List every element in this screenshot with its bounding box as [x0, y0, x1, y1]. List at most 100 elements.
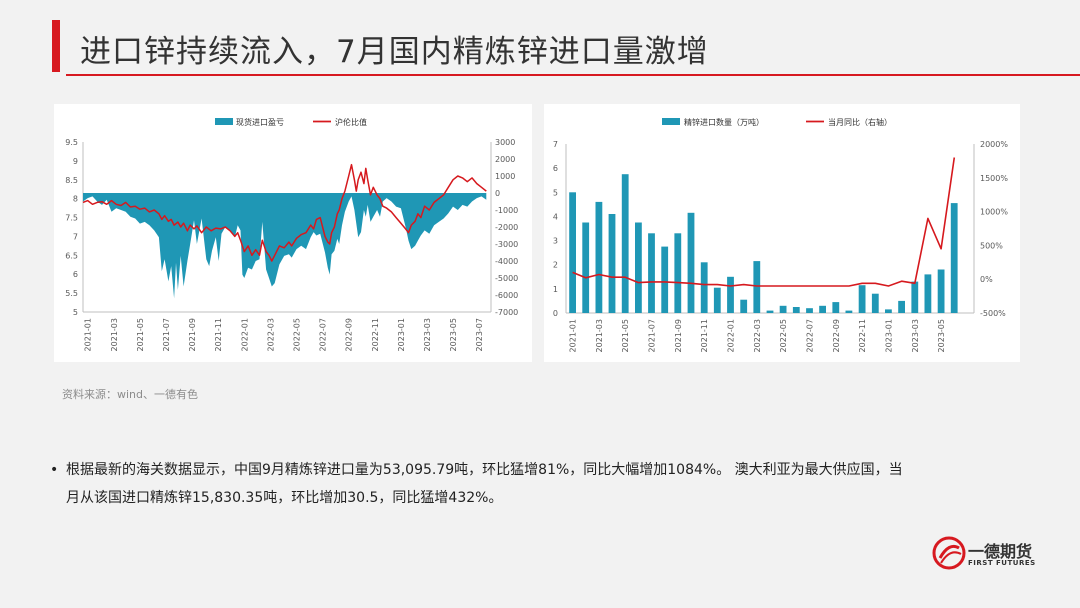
bar: [753, 261, 761, 313]
x-tick-label: 2023-03: [911, 319, 920, 352]
bar: [819, 305, 826, 313]
bar: [832, 302, 840, 313]
bar: [779, 305, 787, 313]
x-tick: 2023-01: [397, 318, 406, 351]
x-tick: 2023-01: [884, 319, 893, 352]
y-right-tick-label: 1000%: [980, 208, 1008, 217]
bar: [740, 299, 748, 313]
y-right-tick-label: 0%: [980, 275, 993, 284]
x-tick-label: 2022-09: [832, 319, 841, 352]
title-accent-bar: [52, 20, 60, 72]
bar: [871, 293, 879, 313]
y-right-tick-label: 1000: [495, 172, 515, 181]
bar: [898, 300, 905, 313]
x-tick: 2023-05: [937, 319, 946, 352]
y-left-tick-label: 6: [73, 270, 78, 279]
x-tick-label: 2023-07: [475, 318, 484, 351]
x-tick: 2022-11: [371, 318, 380, 351]
bar: [687, 212, 695, 313]
x-tick-label: 2021-11: [214, 318, 223, 351]
x-tick-label: 2023-05: [937, 319, 946, 352]
bar: [727, 276, 734, 313]
x-tick-label: 2023-03: [423, 318, 432, 351]
x-tick: 2021-05: [136, 318, 145, 351]
bar: [700, 262, 708, 313]
y-right-tick-label: -3000: [495, 240, 518, 249]
source-note: 资料来源：wind、一德有色: [62, 388, 199, 401]
bar: [582, 222, 590, 313]
y-left-tick-label: 8.5: [65, 176, 78, 185]
y-right-tick-label: 2000%: [980, 140, 1008, 149]
y-left-tick-label: 4: [553, 212, 558, 221]
logo-text-en: FIRST FUTURES: [968, 559, 1036, 567]
company-logo: 一德期货 FIRST FUTURES: [932, 534, 1042, 574]
bar: [792, 307, 800, 313]
bar: [595, 201, 603, 313]
bullet: •: [50, 462, 59, 478]
x-tick: 2022-05: [292, 318, 301, 351]
x-tick: 2022-03: [753, 319, 762, 352]
bar: [713, 287, 721, 313]
x-tick-label: 2022-01: [240, 318, 249, 351]
chart-panel-right: 精锌进口数量（万吨） 当月同比（右轴） 0 1 2 3 4 5 6 7 -500% 0% 500% 100…: [544, 104, 1020, 362]
bar: [845, 310, 853, 313]
bar: [621, 174, 629, 313]
bar: [608, 214, 616, 313]
x-tick-label: 2021-03: [110, 318, 119, 351]
x-tick-label: 2021-03: [595, 319, 604, 352]
x-tick: 2022-03: [266, 318, 275, 351]
x-tick-label: 2023-01: [397, 318, 406, 351]
x-tick-label: 2022-01: [727, 319, 736, 352]
x-tick-label: 2022-11: [858, 319, 867, 352]
x-tick-label: 2022-07: [805, 319, 814, 352]
y-right-tick-label: 500%: [980, 241, 1003, 250]
x-tick-label: 2021-11: [700, 319, 709, 352]
y-left-tick-label: 6.5: [65, 251, 78, 260]
y-left-tick-label: 5: [73, 308, 78, 317]
page-title: 进口锌持续流入，7月国内精炼锌进口量激增: [80, 34, 709, 70]
y-left-tick-label: 5: [553, 188, 558, 197]
zinc-import-volume-chart: 精锌进口数量（万吨） 当月同比（右轴） 0 1 2 3 4 5 6 7 -500% 0% 500% 100…: [553, 117, 1008, 352]
x-tick-label: 2021-01: [569, 319, 578, 352]
y-right-tick-label: -500%: [980, 309, 1006, 318]
x-tick: 2022-07: [805, 319, 814, 352]
x-tick-label: 2022-03: [753, 319, 762, 352]
x-tick: 2022-09: [832, 319, 841, 352]
bar: [674, 233, 682, 313]
x-tick: 2022-01: [240, 318, 249, 351]
y-right-tick-label: -2000: [495, 223, 518, 232]
legend-swatch-volume: [662, 118, 680, 125]
x-tick-label: 2022-05: [292, 318, 301, 351]
bar: [806, 308, 813, 313]
y-right-tick-label: -7000: [495, 308, 518, 317]
x-tick-label: 2021-09: [188, 318, 197, 351]
x-tick: 2022-05: [779, 319, 788, 352]
bar: [648, 233, 655, 313]
chart-panel-left: 现货进口盈亏 沪伦比值 5 5.5 6 6.5 7 7.5 8 8.5 9 9.5 -7000 -6000…: [54, 104, 532, 362]
y-right-tick-label: 2000: [495, 155, 515, 164]
x-tick: 2022-07: [319, 318, 328, 351]
x-tick-label: 2021-05: [136, 318, 145, 351]
y-right-tick-label: 1500%: [980, 174, 1008, 183]
y-left-tick-label: 8: [73, 195, 78, 204]
x-tick-label: 2022-09: [345, 318, 354, 351]
body-line-2: 月从该国进口精炼锌15,830.35吨，环比增加30.5，同比猛增432%。: [66, 490, 503, 506]
x-tick: 2021-03: [595, 319, 604, 352]
x-tick: 2021-09: [188, 318, 197, 351]
x-tick-label: 2023-05: [449, 318, 458, 351]
x-tick: 2022-09: [345, 318, 354, 351]
series-profit-area: [83, 193, 487, 299]
x-tick: 2023-03: [423, 318, 432, 351]
bar: [661, 246, 669, 313]
import-profit-ratio-chart: 现货进口盈亏 沪伦比值 5 5.5 6 6.5 7 7.5 8 8.5 9 9.5 -7000 -6000…: [65, 117, 518, 351]
x-tick: 2021-07: [162, 318, 171, 351]
y-left-tick-label: 9.5: [65, 138, 78, 147]
bar: [569, 192, 576, 313]
x-tick-label: 2021-07: [648, 319, 657, 352]
series-yoy-line: [572, 157, 956, 287]
x-tick-label: 2022-03: [266, 318, 275, 351]
x-tick: 2022-01: [727, 319, 736, 352]
x-tick: 2023-05: [449, 318, 458, 351]
logo-text-cn: 一德期货: [968, 542, 1033, 561]
y-left-tick-label: 9: [73, 157, 78, 166]
